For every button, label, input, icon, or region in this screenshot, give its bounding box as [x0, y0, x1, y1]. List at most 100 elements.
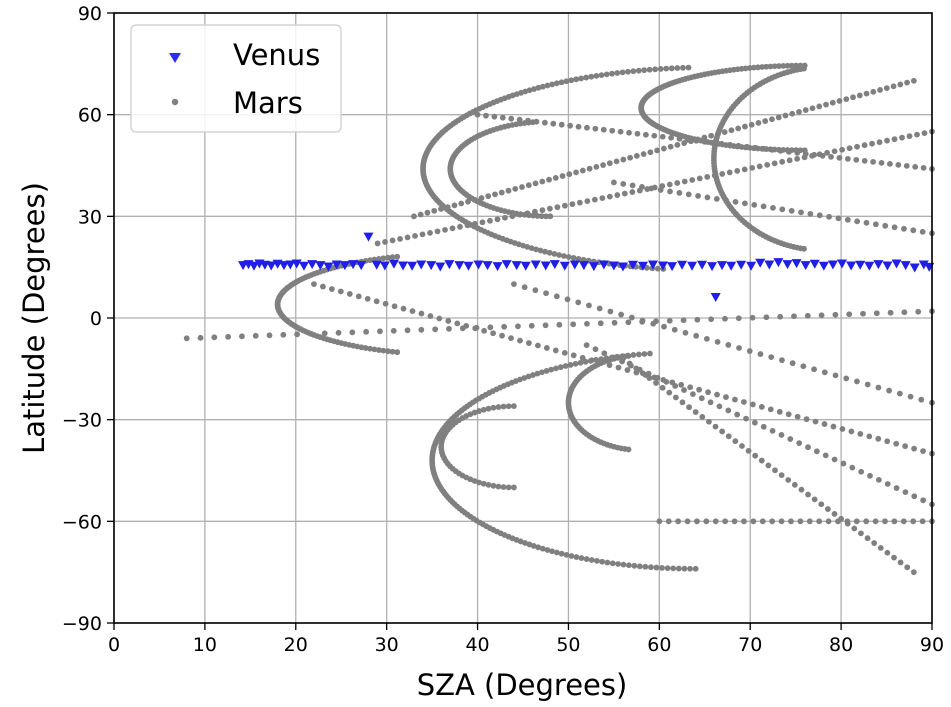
mars-point [811, 151, 818, 158]
mars-point [811, 366, 817, 373]
mars-point [346, 291, 353, 297]
y-tick-label: 90 [78, 3, 102, 25]
mars-point [735, 125, 742, 132]
mars-point [821, 421, 828, 427]
mars-point [740, 399, 747, 405]
mars-point [642, 131, 649, 138]
mars-point [882, 222, 889, 229]
legend-label-mars: Mars [233, 86, 303, 120]
mars-point [664, 565, 671, 572]
mars-point [363, 328, 370, 335]
mars-point [533, 246, 539, 253]
mars-point [575, 255, 582, 262]
mars-point [564, 296, 571, 303]
mars-point [722, 315, 728, 322]
mars-point [863, 90, 870, 97]
mars-point [521, 284, 528, 291]
mars-point [911, 445, 917, 452]
mars-point [553, 549, 560, 556]
mars-point [606, 193, 613, 200]
mars-point [561, 349, 568, 356]
y-tick-label: −90 [62, 613, 102, 635]
mars-point [816, 518, 823, 525]
mars-point [836, 154, 843, 161]
mars-point [454, 320, 461, 327]
mars-point [854, 143, 860, 150]
mars-point [604, 559, 611, 566]
mars-point [647, 149, 654, 156]
mars-point [424, 209, 431, 216]
mars-point [759, 518, 766, 525]
y-tick-label: 60 [78, 105, 102, 127]
mars-point [575, 299, 582, 306]
mars-point [853, 518, 860, 525]
mars-point [786, 148, 792, 155]
mars-point [732, 438, 739, 445]
mars-point [801, 245, 807, 252]
mars-point [550, 120, 557, 127]
mars-point [609, 127, 616, 134]
mars-point [900, 518, 907, 525]
x-tick-label: 40 [465, 634, 489, 656]
x-tick-label: 90 [920, 634, 944, 656]
mars-point [676, 190, 683, 196]
mars-point [648, 185, 655, 192]
mars-point [582, 358, 589, 365]
mars-point [663, 65, 670, 72]
mars-point [800, 363, 807, 370]
mars-point [625, 319, 632, 326]
mars-point [812, 418, 819, 425]
mars-point [492, 191, 498, 198]
mars-point [763, 63, 770, 70]
venus-point [846, 261, 857, 271]
mars-point [650, 320, 657, 327]
mars-point [570, 321, 577, 328]
mars-point [419, 231, 426, 238]
mars-point [367, 345, 373, 352]
mars-point [558, 550, 565, 557]
mars-point [902, 443, 909, 450]
mars-point [778, 432, 785, 438]
venus-point [627, 260, 638, 270]
mars-point [516, 116, 523, 123]
venus-point [637, 261, 648, 271]
mars-point [538, 213, 545, 220]
legend: Venus Mars [130, 24, 342, 133]
mars-point [835, 215, 842, 222]
mars-point [867, 472, 873, 479]
mars-point [505, 484, 512, 491]
venus-point [540, 261, 551, 271]
mars-point [197, 334, 204, 341]
mars-point [335, 329, 342, 336]
mars-point [556, 252, 563, 258]
mars-point [798, 209, 804, 216]
mars-point [897, 559, 904, 566]
mars-point [675, 565, 682, 572]
mars-point [476, 479, 482, 486]
mars-point [552, 174, 559, 181]
mars-point [517, 337, 523, 344]
mars-point [539, 545, 546, 552]
mars-point [797, 518, 804, 525]
mars-point [857, 431, 864, 437]
mars-point [743, 143, 750, 150]
mars-point [225, 333, 232, 340]
mars-point [586, 302, 592, 309]
mars-point [843, 375, 850, 382]
venus-point [291, 259, 302, 269]
mars-point [705, 389, 711, 396]
mars-point [593, 357, 599, 363]
mars-point [873, 310, 880, 317]
mars-point [528, 322, 535, 329]
mars-point [409, 308, 416, 315]
mars-point [769, 427, 776, 434]
mars-point [871, 540, 878, 546]
mars-point [693, 332, 700, 339]
mars-point [846, 145, 853, 152]
mars-point [561, 202, 568, 209]
mars-point [714, 338, 721, 345]
mars-point [723, 197, 730, 204]
mars-point [777, 147, 784, 154]
mars-point [687, 565, 693, 572]
mars-point [593, 72, 600, 79]
